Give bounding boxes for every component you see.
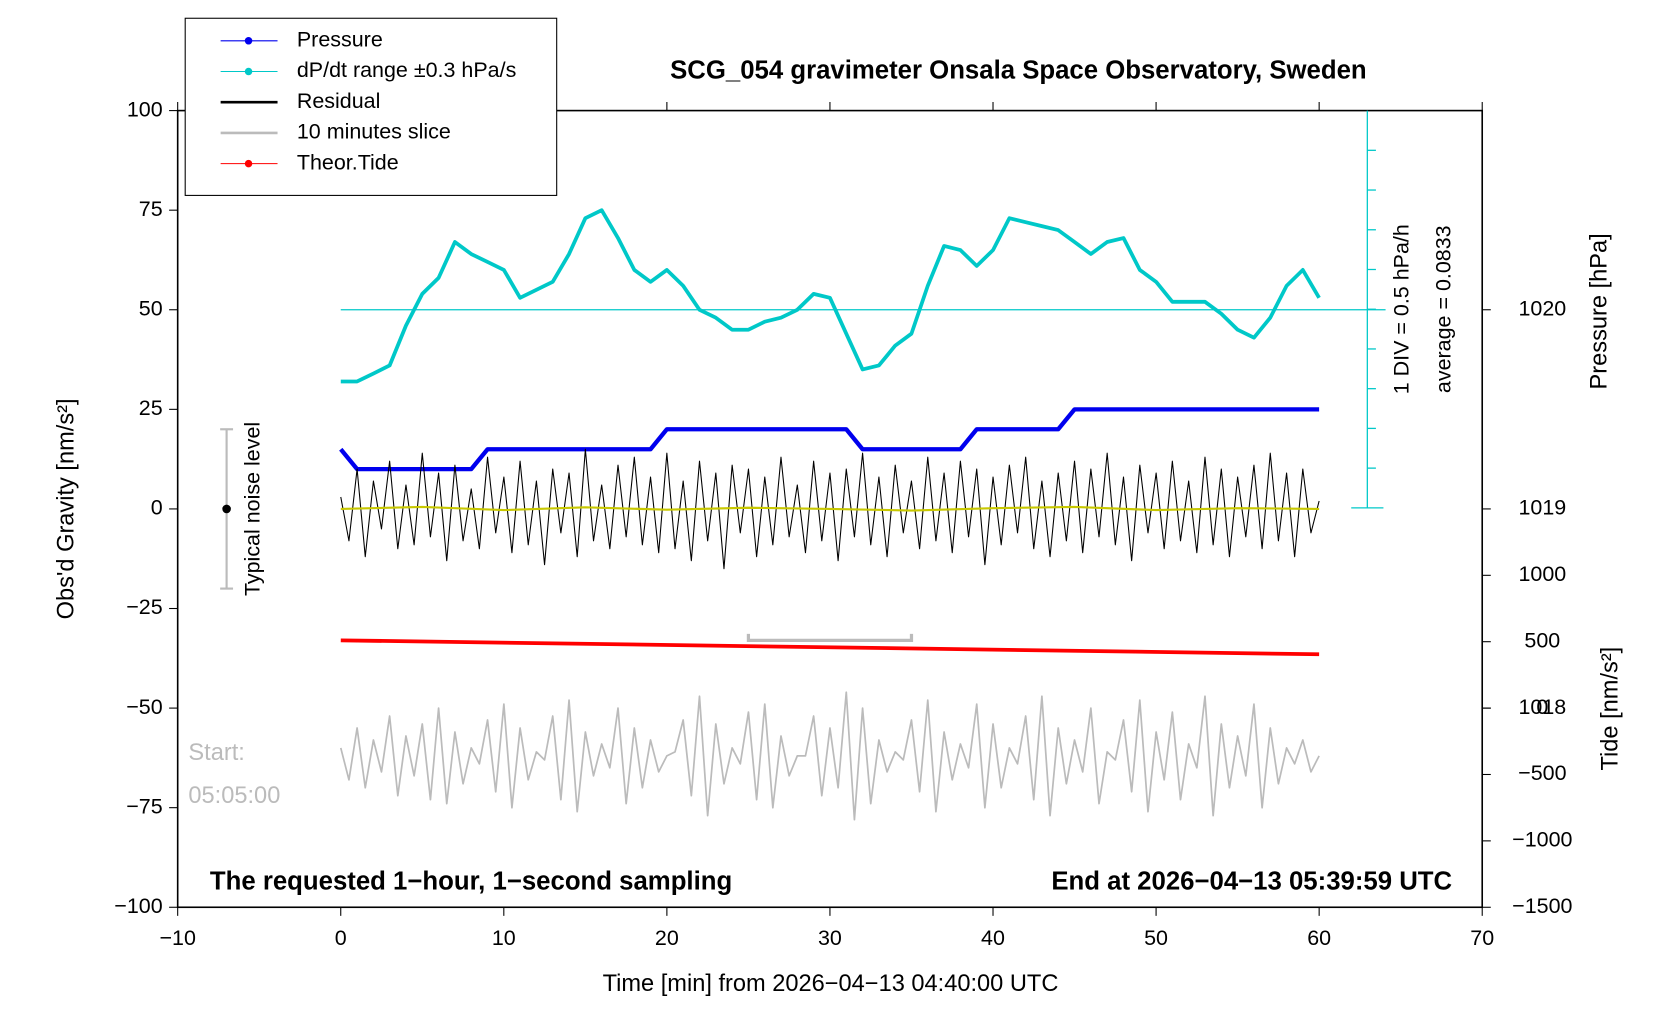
y-tick-label: 75 (139, 197, 163, 221)
y-tick-label: 50 (139, 296, 163, 320)
x-tick-label: 60 (1307, 926, 1331, 950)
y3-tick-label: −500 (1518, 761, 1566, 785)
y-tick-label: −100 (114, 894, 162, 918)
y-axis-label: Obs'd Gravity [nm/s²] (53, 398, 79, 619)
legend-label: Pressure (297, 27, 383, 51)
x-axis-label: Time [min] from 2026−04−13 04:40:00 UTC (603, 971, 1059, 997)
y2-tick-label: 1020 (1518, 296, 1566, 320)
noise-center (222, 504, 231, 514)
start-time: 05:05:00 (188, 783, 280, 809)
legend-label: Theor.Tide (297, 150, 399, 174)
series-line (340, 505, 1320, 512)
x-tick-label: 40 (981, 926, 1005, 950)
y2-axis-label: Pressure [hPa] (1587, 233, 1613, 389)
y-tick-label: 25 (139, 396, 163, 420)
series-line (339, 407, 1320, 472)
legend-label: 10 minutes slice (297, 120, 451, 144)
y3-tick-label: 1000 (1518, 562, 1566, 586)
y-tick-label: −25 (126, 595, 162, 619)
x-tick-label: 20 (655, 926, 679, 950)
legend-marker (244, 67, 253, 76)
series-line (339, 691, 1320, 821)
legend-label: Residual (297, 89, 381, 113)
x-tick-label: 0 (335, 926, 347, 950)
y3-tick-label: 0 (1536, 695, 1548, 719)
footer-right: End at 2026−04−13 05:39:59 UTC (1051, 867, 1452, 895)
series-line (340, 638, 1320, 657)
y2-tick-label: 1018 (1518, 695, 1566, 719)
series-line (340, 448, 1320, 570)
x-tick-label: 30 (818, 926, 842, 950)
y-tick-label: −75 (126, 794, 162, 818)
y-tick-label: 0 (151, 496, 163, 520)
x-tick-label: 70 (1470, 926, 1494, 950)
x-tick-label: −10 (159, 926, 195, 950)
average-label: average = 0.0833 (1431, 225, 1455, 393)
noise-label: Typical noise level (241, 422, 265, 596)
y2-tick-label: 1019 (1518, 496, 1566, 520)
legend: Pressure dP/dt range ±0.3 hPa/s Residual 10… (184, 17, 558, 196)
legend-marker (244, 37, 253, 45)
y3-tick-label: −1500 (1512, 894, 1572, 918)
footer-left: The requested 1−hour, 1−second sampling (210, 867, 732, 895)
legend-label: dP/dt range ±0.3 hPa/s (297, 58, 516, 82)
slice-bracket (746, 633, 914, 642)
y3-tick-label: 500 (1524, 628, 1560, 652)
chart-title: SCG_054 gravimeter Onsala Space Observat… (670, 57, 1367, 85)
y-tick-label: 100 (127, 97, 163, 121)
y3-tick-label: −1000 (1512, 828, 1572, 852)
series-line (340, 208, 1321, 384)
y3-axis-label: Tide [nm/s²] (1597, 647, 1623, 771)
start-label: Start: (188, 740, 244, 766)
y-tick-label: −50 (126, 695, 162, 719)
x-tick-label: 50 (1144, 926, 1168, 950)
legend-marker (244, 159, 253, 168)
scale-label: 1 DIV = 0.5 hPa/h (1389, 224, 1413, 394)
x-tick-label: 10 (492, 926, 516, 950)
